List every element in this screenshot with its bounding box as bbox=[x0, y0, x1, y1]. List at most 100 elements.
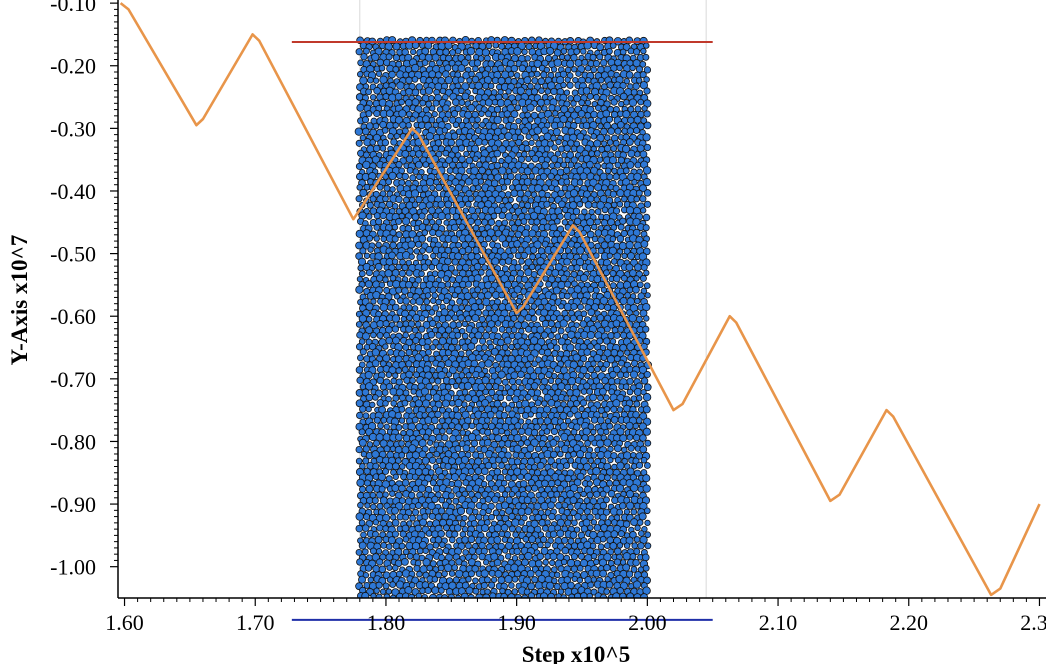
scatter-point bbox=[446, 428, 453, 435]
scatter-point bbox=[479, 155, 487, 163]
scatter-point bbox=[506, 104, 515, 113]
x-tick-label: 1.70 bbox=[236, 610, 275, 635]
scatter-point bbox=[577, 552, 585, 560]
scatter-point bbox=[497, 64, 505, 73]
scatter-point bbox=[537, 541, 544, 549]
scatter-point bbox=[480, 581, 488, 590]
scatter-point bbox=[586, 160, 594, 169]
scatter-point bbox=[477, 178, 485, 185]
scatter-point bbox=[528, 173, 535, 180]
scatter-point bbox=[586, 491, 594, 499]
scatter-point bbox=[435, 150, 443, 158]
scatter-point bbox=[570, 428, 578, 436]
scatter-point bbox=[550, 213, 558, 221]
scatter-point bbox=[480, 569, 489, 578]
scatter-point bbox=[373, 587, 380, 594]
scatter-point bbox=[379, 588, 387, 595]
x-tick-label: 1.80 bbox=[367, 610, 406, 635]
scatter-point bbox=[392, 473, 399, 480]
scatter-point bbox=[407, 240, 416, 249]
scatter-point bbox=[434, 377, 442, 385]
scatter-point bbox=[528, 229, 537, 238]
scatter-point bbox=[456, 506, 466, 516]
scatter-point bbox=[630, 88, 638, 96]
scatter-point bbox=[438, 587, 445, 594]
scatter-point bbox=[535, 105, 542, 113]
scatter-point bbox=[408, 253, 415, 260]
scatter-point bbox=[625, 501, 635, 510]
scatter-point bbox=[443, 219, 450, 226]
scatter-point bbox=[484, 495, 492, 503]
scatter-point bbox=[606, 479, 613, 487]
scatter-point bbox=[380, 416, 388, 424]
scatter-point bbox=[376, 376, 385, 385]
scatter-point bbox=[478, 166, 486, 175]
scatter-point bbox=[558, 611, 565, 618]
scatter-point bbox=[564, 280, 572, 288]
scatter-point bbox=[493, 558, 502, 567]
scatter-point bbox=[551, 144, 558, 151]
scatter-point bbox=[450, 337, 459, 346]
scatter-point bbox=[591, 223, 598, 231]
scatter-point bbox=[576, 577, 584, 584]
scatter-point bbox=[418, 450, 427, 459]
scatter-point bbox=[558, 303, 565, 310]
scatter-point bbox=[369, 547, 377, 555]
scatter-point bbox=[571, 66, 578, 73]
scatter-point bbox=[508, 377, 517, 386]
scatter-point bbox=[380, 542, 388, 549]
scatter-point bbox=[533, 70, 541, 78]
scatter-point bbox=[355, 366, 364, 374]
scatter-point bbox=[454, 331, 462, 339]
scatter-point bbox=[359, 76, 368, 85]
scatter-point bbox=[379, 211, 387, 220]
scatter-point bbox=[442, 116, 449, 123]
scatter-point bbox=[485, 42, 493, 50]
scatter-point bbox=[432, 393, 441, 402]
x-axis-title: Step x10^5 bbox=[522, 642, 631, 664]
scatter-point bbox=[579, 273, 589, 283]
scatter-point bbox=[569, 213, 577, 221]
scatter-point bbox=[511, 213, 519, 221]
scatter-point bbox=[364, 564, 373, 572]
scatter-point bbox=[459, 429, 467, 436]
scatter-point bbox=[496, 98, 505, 107]
scatter-point bbox=[558, 200, 566, 209]
scatter-point bbox=[429, 229, 437, 237]
scatter-point bbox=[472, 601, 478, 607]
scatter-point bbox=[596, 337, 604, 345]
scatter-point bbox=[586, 263, 595, 272]
scatter-point bbox=[382, 400, 389, 407]
scatter-point bbox=[572, 207, 581, 216]
scatter-point bbox=[378, 485, 386, 493]
scatter-point bbox=[494, 195, 503, 204]
scatter-point bbox=[644, 292, 651, 299]
scatter-point bbox=[555, 138, 562, 146]
scatter-point bbox=[518, 427, 526, 436]
scatter-point bbox=[642, 484, 651, 493]
scatter-point bbox=[556, 485, 565, 493]
scatter-point bbox=[548, 104, 556, 112]
scatter-point bbox=[437, 473, 445, 481]
scatter-point bbox=[521, 195, 529, 203]
scatter-point bbox=[642, 564, 650, 572]
scatter-point bbox=[441, 570, 448, 578]
scatter-point bbox=[422, 605, 428, 611]
scatter-point bbox=[564, 519, 572, 527]
scatter-point bbox=[623, 99, 630, 106]
scatter-point bbox=[449, 400, 456, 407]
scatter-point bbox=[612, 592, 621, 598]
scatter-point bbox=[632, 433, 641, 442]
scatter-point bbox=[419, 610, 425, 616]
scatter-point bbox=[571, 611, 578, 618]
scatter-point bbox=[639, 445, 648, 454]
scatter-point bbox=[574, 331, 582, 339]
scatter-point bbox=[423, 298, 431, 306]
scatter-point bbox=[471, 75, 480, 84]
scatter-point bbox=[554, 571, 561, 579]
scatter-point bbox=[413, 248, 420, 255]
scatter-point bbox=[633, 126, 641, 135]
scatter-point bbox=[587, 308, 596, 317]
scatter-point bbox=[510, 246, 518, 254]
scatter-point bbox=[630, 601, 636, 607]
